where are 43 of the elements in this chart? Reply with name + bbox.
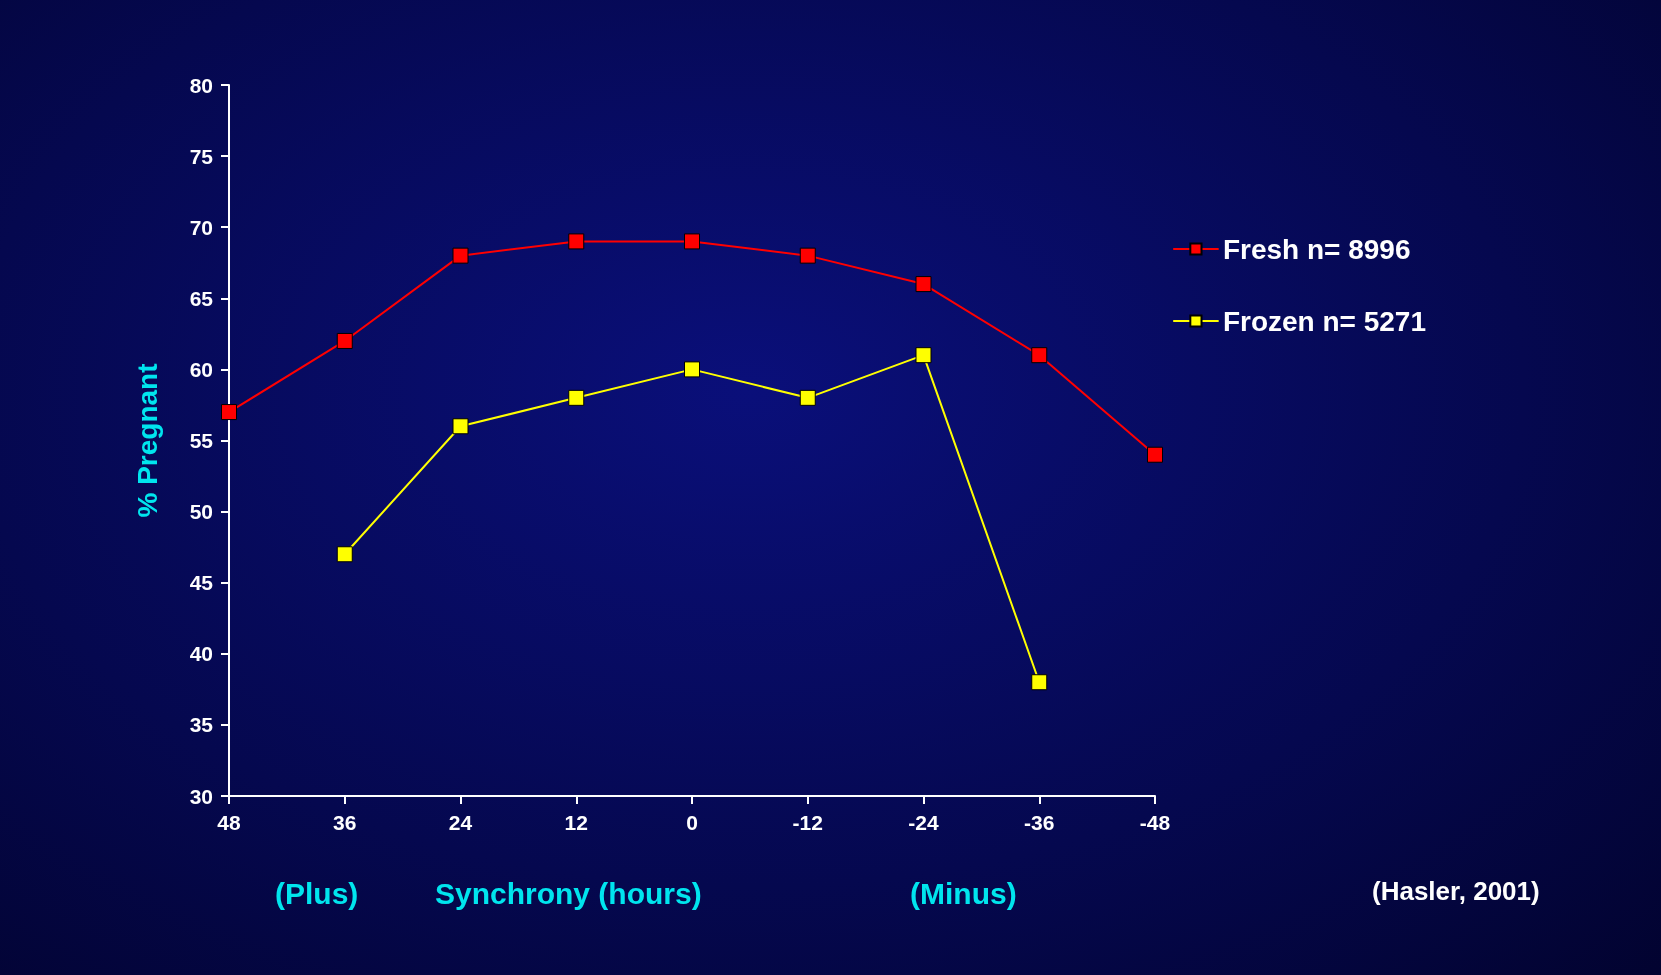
y-tick-label: 65	[189, 286, 214, 310]
x-tick-label: 12	[564, 811, 588, 834]
point	[221, 404, 237, 421]
y-tick-label: 30	[189, 784, 213, 808]
point	[336, 332, 353, 349]
y-tick-label: 55	[189, 429, 214, 452]
y-tick-label: 80	[189, 73, 213, 97]
y-tick-label: 45	[189, 571, 214, 595]
legend-label: Fresh n= 8996	[1222, 233, 1411, 265]
y-tick-label: 40	[189, 642, 213, 666]
y-tick-label: 60	[189, 357, 213, 381]
point	[1031, 347, 1048, 364]
x-tick-label: 24	[448, 811, 473, 834]
legend-label: Frozen n= 5271	[1222, 305, 1427, 337]
point	[799, 247, 816, 264]
point	[915, 347, 932, 364]
y-axis-title: % Pregnant	[131, 363, 163, 518]
point	[915, 276, 932, 293]
point	[684, 361, 700, 378]
y-tick-label: 75	[189, 144, 214, 168]
x-tick-label: 36	[333, 811, 357, 834]
y-tick-label: 70	[189, 215, 213, 239]
y-tick-label: 50	[189, 500, 213, 524]
point	[452, 418, 469, 435]
text: (Minus)	[910, 876, 1017, 910]
point	[684, 233, 700, 250]
point	[1031, 674, 1048, 691]
point	[568, 233, 585, 250]
x-tick-label: -36	[1024, 811, 1055, 834]
point	[336, 546, 353, 563]
x-tick-label: -12	[792, 811, 823, 834]
text: (Plus)	[275, 876, 359, 910]
text: (Hasler, 2001)	[1372, 876, 1540, 906]
x-tick-label: 0	[686, 811, 698, 834]
y-tick-label: 35	[189, 713, 214, 737]
x-tick-label: -24	[908, 811, 939, 834]
point	[799, 389, 816, 406]
x-tick-label: -48	[1139, 811, 1171, 834]
point	[1147, 446, 1163, 463]
point	[452, 247, 469, 264]
x-axis-title: Synchrony (hours)	[435, 876, 702, 910]
point	[568, 389, 585, 406]
x-tick-label: 48	[217, 811, 241, 834]
